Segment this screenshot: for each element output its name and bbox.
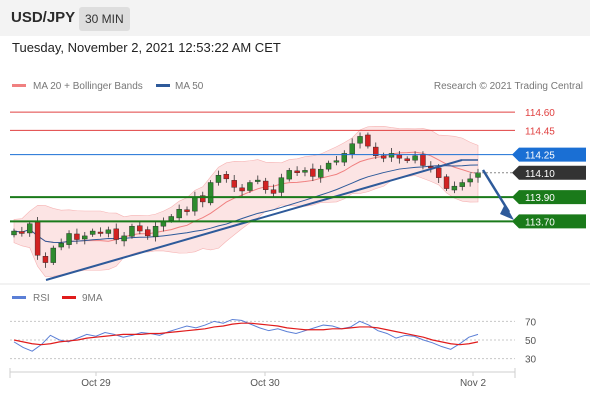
support-trendline — [45, 159, 463, 281]
rsi-tick-label: 70 — [525, 317, 537, 328]
resistance-label: 114.45 — [525, 126, 555, 137]
time-ticks: Oct 29 Oct 30 Nov 2 — [81, 372, 486, 389]
candle-body — [459, 182, 465, 187]
last-price-label: 114.10 — [525, 169, 555, 180]
candle-body — [200, 195, 206, 203]
ma20-legend-label: MA 20 + Bollinger Bands — [33, 81, 143, 92]
candle-body — [152, 225, 159, 238]
rsi-ma-line — [13, 322, 479, 346]
candle-body — [144, 229, 151, 237]
rsi-tick-label: 50 — [525, 336, 537, 347]
candle-body — [388, 153, 395, 158]
candle-body — [207, 182, 214, 204]
rsi-tick-label: 30 — [525, 355, 537, 366]
candle-body — [412, 155, 418, 161]
symbol-label: USD/JPY — [11, 9, 76, 26]
credit-label: Research © 2021 Trading Central — [434, 81, 583, 92]
candle-body — [223, 174, 230, 180]
candle-body — [121, 235, 127, 242]
ma50-legend-label: MA 50 — [175, 81, 204, 92]
bollinger-band — [13, 126, 479, 278]
support-label: 113.90 — [525, 193, 555, 204]
support-tag — [512, 190, 586, 205]
last-price-tag — [512, 165, 586, 180]
candle-body — [168, 216, 174, 221]
candle-body — [365, 134, 371, 147]
candle-body — [82, 235, 88, 240]
price-area: 114.60 114.45 114.25 114.10 113.90 113.70 — [10, 108, 586, 281]
candle-body — [475, 172, 481, 178]
candle-body — [262, 180, 269, 190]
candle-body — [137, 225, 143, 232]
candle-body — [286, 170, 292, 180]
candle-body — [184, 209, 190, 212]
candle-body — [58, 242, 64, 248]
candle-body — [176, 208, 182, 219]
timeframe-badge[interactable]: 30 MIN — [79, 7, 130, 31]
pivot-label: 114.25 — [525, 151, 555, 162]
time-tick-label: Nov 2 — [460, 378, 487, 389]
pivot-tag — [512, 147, 586, 162]
candle-body — [74, 233, 80, 240]
rsi-ma-swatch — [62, 296, 76, 299]
rsi-legend-label: RSI — [33, 293, 50, 304]
candle-body — [278, 177, 285, 193]
candle-body — [341, 153, 348, 163]
candle-body — [215, 175, 222, 183]
candle-body — [42, 256, 49, 263]
candle-body — [255, 179, 261, 182]
candle-body — [97, 231, 104, 234]
forecast-arrow-head — [500, 204, 514, 220]
candle-body — [310, 168, 316, 177]
ma20-line — [13, 151, 479, 243]
candle-body — [435, 167, 442, 178]
candle-body — [19, 231, 25, 234]
candle-body — [396, 154, 403, 159]
candle-body — [373, 146, 379, 157]
datetime-label: Tuesday, November 2, 2021 12:53:22 AM CE… — [12, 40, 281, 55]
support-tag — [512, 214, 586, 229]
rsi-ma-legend-label: 9MA — [82, 293, 103, 304]
candle-body — [50, 247, 57, 263]
candle-body — [113, 228, 119, 240]
candle-body — [380, 155, 387, 159]
time-tick-label: Oct 30 — [250, 378, 280, 389]
candle-body — [129, 225, 135, 237]
candle-body — [451, 185, 458, 191]
candle-body — [357, 136, 363, 144]
candle-body — [66, 233, 72, 245]
ma50-line — [13, 164, 479, 243]
candle-body — [239, 187, 245, 192]
candle-body — [333, 160, 340, 163]
ma20-swatch — [12, 84, 26, 87]
candle-body — [302, 170, 308, 173]
candle-body — [247, 182, 253, 191]
candle-body — [11, 230, 17, 236]
chart-header: USD/JPY 30 MIN — [0, 0, 590, 36]
rsi-swatch — [12, 296, 26, 299]
rsi-line — [13, 318, 479, 352]
support-label: 113.70 — [525, 217, 555, 228]
candle-body — [420, 154, 426, 166]
candle-body — [294, 170, 300, 174]
candle-body — [443, 176, 450, 189]
candle-body — [325, 162, 332, 170]
candle-body — [27, 223, 33, 234]
candle-body — [105, 229, 112, 234]
candle-body — [404, 158, 410, 161]
candle-body — [231, 180, 237, 188]
candle-body — [34, 222, 41, 256]
candle-body — [89, 230, 96, 235]
candle-body — [467, 178, 473, 183]
resistance-label: 114.60 — [525, 108, 555, 119]
candle-body — [192, 196, 198, 212]
ma50-swatch — [156, 84, 170, 87]
candle-body — [270, 189, 277, 194]
candle-body — [318, 168, 324, 178]
rsi-area: 70 50 30 — [10, 317, 537, 366]
time-tick-label: Oct 29 — [81, 378, 111, 389]
candle-body — [349, 143, 355, 155]
